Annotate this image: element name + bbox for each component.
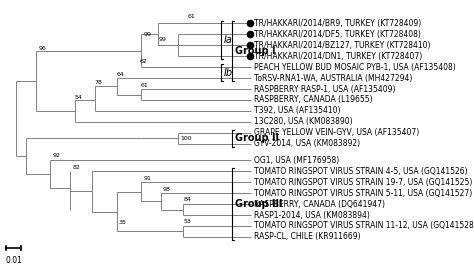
Text: Ia: Ia (224, 35, 233, 45)
Text: T392, USA (AF135410): T392, USA (AF135410) (254, 106, 340, 115)
Text: 54: 54 (75, 95, 83, 100)
Text: 91: 91 (144, 176, 151, 181)
Text: 98: 98 (163, 187, 171, 192)
Text: RASPBERRY RASP-1, USA (AF135409): RASPBERRY RASP-1, USA (AF135409) (254, 85, 395, 94)
Text: Ib: Ib (224, 68, 233, 78)
Text: TR/HAKKARI/2014/BZ127, TURKEY (KT728410): TR/HAKKARI/2014/BZ127, TURKEY (KT728410) (254, 41, 430, 50)
Text: RASP1-2014, USA (KM083894): RASP1-2014, USA (KM083894) (254, 210, 370, 219)
Text: TOMATO RINGSPOT VIRUS STRAIN 19-7, USA (GQ141525): TOMATO RINGSPOT VIRUS STRAIN 19-7, USA (… (254, 178, 472, 187)
Text: TOMATO RINGSPOT VIRUS STRAIN 4-5, USA (GQ141526): TOMATO RINGSPOT VIRUS STRAIN 4-5, USA (G… (254, 167, 467, 176)
Text: TR/HAKKARI/2014/BR9, TURKEY (KT728409): TR/HAKKARI/2014/BR9, TURKEY (KT728409) (254, 19, 421, 28)
Text: 61: 61 (188, 14, 195, 19)
Text: Group II: Group II (235, 133, 279, 143)
Text: 0.01: 0.01 (5, 256, 22, 265)
Text: Group I: Group I (235, 46, 275, 56)
Text: 84: 84 (184, 197, 192, 202)
Text: RASP-CL, CHILE (KR911669): RASP-CL, CHILE (KR911669) (254, 232, 360, 242)
Text: RASPBERRY, CANADA (L19655): RASPBERRY, CANADA (L19655) (254, 95, 373, 105)
Text: 78: 78 (94, 80, 102, 85)
Text: 13C280, USA (KM083890): 13C280, USA (KM083890) (254, 117, 352, 126)
Text: ToRSV-RNA1-WA, AUSTRALIA (MH427294): ToRSV-RNA1-WA, AUSTRALIA (MH427294) (254, 74, 412, 82)
Text: TOMATO RINGSPOT VIRUS STRAIN 11-12, USA (GQ141528): TOMATO RINGSPOT VIRUS STRAIN 11-12, USA … (254, 222, 474, 231)
Text: TR/HAKKARI/2014/DF5, TURKEY (KT728408): TR/HAKKARI/2014/DF5, TURKEY (KT728408) (254, 30, 420, 39)
Text: TR/HAKKARI/2014/DN1, TURKEY (KT728407): TR/HAKKARI/2014/DN1, TURKEY (KT728407) (254, 52, 422, 61)
Text: 100: 100 (180, 136, 192, 141)
Text: GRAPE YELLOW VEIN-GYV, USA (AF135407): GRAPE YELLOW VEIN-GYV, USA (AF135407) (254, 128, 419, 137)
Text: 53: 53 (184, 219, 192, 224)
Text: PEACH YELLOW BUD MOSAIC PYB-1, USA (AF135408): PEACH YELLOW BUD MOSAIC PYB-1, USA (AF13… (254, 63, 456, 72)
Text: 99: 99 (158, 38, 166, 43)
Text: Group III: Group III (235, 199, 282, 209)
Text: 96: 96 (38, 46, 46, 51)
Text: TOMATO RINGSPOT VIRUS STRAIN 5-11, USA (GQ141527): TOMATO RINGSPOT VIRUS STRAIN 5-11, USA (… (254, 189, 472, 198)
Text: 35: 35 (119, 220, 127, 225)
Text: 92: 92 (53, 152, 61, 157)
Text: 61: 61 (141, 83, 149, 88)
Text: 64: 64 (117, 72, 125, 77)
Text: RASPBERRY, CANADA (DQ641947): RASPBERRY, CANADA (DQ641947) (254, 200, 385, 209)
Text: 62: 62 (140, 59, 148, 64)
Text: GYV-2014, USA (KM083892): GYV-2014, USA (KM083892) (254, 139, 360, 148)
Text: 82: 82 (73, 165, 80, 170)
Text: 99: 99 (144, 32, 152, 37)
Text: OG1, USA (MF176958): OG1, USA (MF176958) (254, 156, 339, 165)
